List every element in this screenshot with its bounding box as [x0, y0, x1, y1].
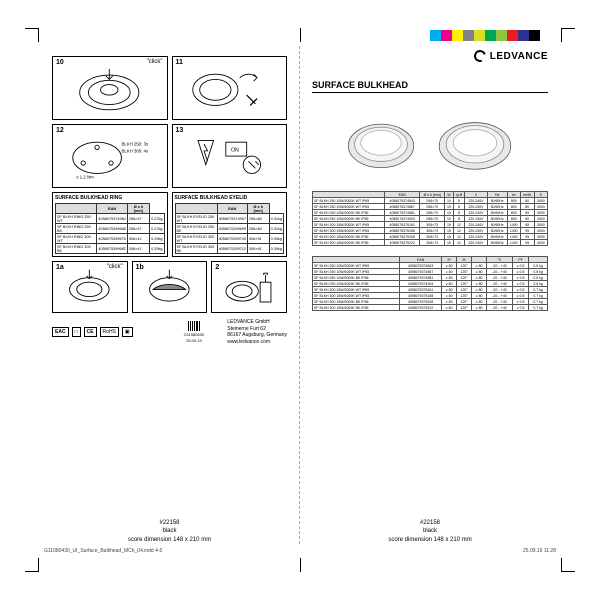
- panel-number: 1b: [136, 264, 144, 271]
- panel-10: 10 "click": [52, 56, 168, 120]
- cert-eac: EAC: [52, 327, 69, 337]
- company-address: LEDVANCE GmbH Steinerne Furt 62 86167 Au…: [227, 319, 287, 345]
- cert-box: □: [72, 327, 81, 337]
- product-image-1: [341, 107, 421, 177]
- cert-rohs: RoHS: [100, 327, 119, 337]
- click-label: "click": [107, 264, 123, 270]
- right-footer: #22158 black score dimension 148 x 210 m…: [300, 519, 560, 544]
- panel-1a: 1a "click": [52, 261, 128, 313]
- svg-text:ON: ON: [231, 148, 239, 154]
- print-colorbar: [430, 30, 540, 41]
- panel-12: 12 BLKH 250: 3x BLKH 300: 4x ≤ 1.2 Nm: [52, 124, 168, 188]
- click-label: "click": [147, 59, 163, 65]
- eyelid-table: EANØ x h [mm]SF BLKH EYELID 250 WT405807…: [175, 203, 285, 254]
- right-page: LEDVANCE SURFACE BULKHEAD EANØ x h [mm]W…: [300, 46, 560, 544]
- panel-11: 11: [172, 56, 288, 120]
- panel-number: 13: [176, 127, 184, 134]
- panel-number: 1a: [56, 264, 64, 271]
- eyelid-panel: SURFACE BULKHEAD EYELID EANØ x h [mm]SF …: [172, 192, 288, 257]
- svg-text:BLKH 250: 3x: BLKH 250: 3x: [122, 142, 150, 147]
- datasheet-page: 10 "click" 11 12 BLKH 250: 3x BLKH 300: 4…: [0, 0, 600, 600]
- meta-filename: G11080430_UI_Surface_Bulkhead_MCh_04.ind…: [44, 548, 162, 554]
- ring-table: EANØ x h [mm]SF BLKH RING 250 WT40580753…: [55, 203, 165, 254]
- meta-timestamp: 25.09.19 11:28: [523, 548, 556, 554]
- panel-13: 13 ON: [172, 124, 288, 188]
- cert-row: EAC □ CE RoHS ▣ G11080430: [52, 319, 287, 345]
- brand: LEDVANCE: [474, 50, 548, 62]
- left-footer: #22158 black score dimension 148 x 210 m…: [40, 519, 299, 544]
- cert-weee: ▣: [122, 327, 133, 337]
- svg-text:BLKH 300: 4x: BLKH 300: 4x: [122, 149, 150, 154]
- panel-number: 11: [176, 59, 183, 66]
- panel-number: 12: [56, 127, 64, 134]
- left-page: 10 "click" 11 12 BLKH 250: 3x BLKH 300: 4…: [40, 46, 300, 544]
- product-title: SURFACE BULKHEAD: [312, 80, 548, 93]
- barcode-date: 25.09.19: [186, 338, 202, 343]
- product-images: [312, 107, 548, 177]
- svg-text:≤ 1.2 Nm: ≤ 1.2 Nm: [77, 175, 95, 180]
- panel-2: 2: [211, 261, 287, 313]
- spec-table-2: EANIPIK°CPFSF BLKH 250 10W/3000K WT IP65…: [312, 256, 548, 311]
- cert-ce: CE: [84, 327, 97, 337]
- spec-table-1: EANØ x h [mm]WηLBVHzlmlm/WKSF BLKH 250 1…: [312, 191, 548, 246]
- barcode: G11080430 25.09.19: [184, 321, 205, 343]
- panel-number: 2: [215, 264, 219, 271]
- panel-number: 10: [56, 59, 64, 66]
- ring-title: SURFACE BULKHEAD RING: [55, 195, 165, 201]
- product-image-2: [431, 107, 519, 177]
- brand-name: LEDVANCE: [490, 51, 548, 62]
- eyelid-title: SURFACE BULKHEAD EYELID: [175, 195, 285, 201]
- ledvance-logo-icon: [472, 48, 488, 64]
- ring-panel: SURFACE BULKHEAD RING EANØ x h [mm]SF BL…: [52, 192, 168, 257]
- barcode-number: G11080430: [184, 332, 205, 337]
- panel-1b: 1b: [132, 261, 208, 313]
